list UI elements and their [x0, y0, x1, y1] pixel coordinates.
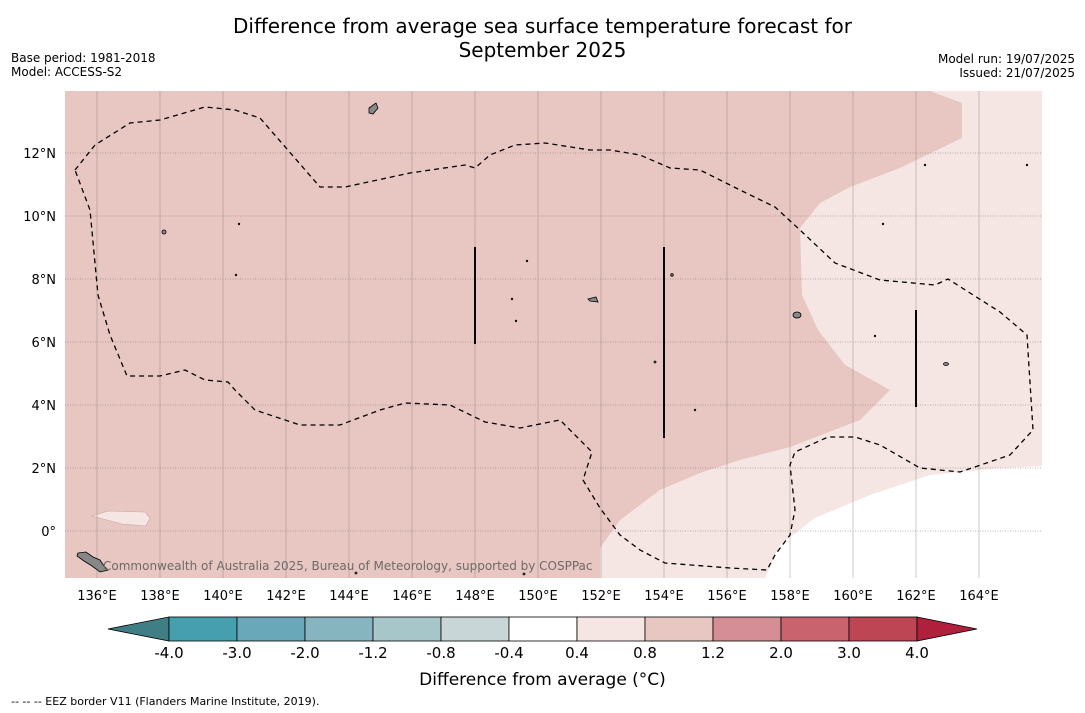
lon-label: 150°E: [518, 589, 558, 604]
islands: [76, 102, 1029, 576]
lon-label: 162°E: [896, 589, 936, 604]
base-period: Base period: 1981-2018: [11, 51, 156, 65]
title-line-1: Difference from average sea surface temp…: [232, 14, 852, 38]
title-line-2: September 2025: [458, 38, 627, 62]
colorbar-extend-high: [916, 616, 978, 642]
lon-label: 154°E: [644, 589, 684, 604]
colorbar-extend-low: [107, 616, 170, 642]
lon-label: 164°E: [959, 589, 999, 604]
anomaly-region-neutral: [765, 466, 1042, 578]
map-title: Difference from average sea surface temp…: [0, 14, 1085, 62]
lon-label: 142°E: [266, 589, 306, 604]
lon-label: 136°E: [77, 589, 117, 604]
colorbar-tick-label: -2.0: [290, 644, 319, 662]
lat-label: 2°N: [32, 462, 57, 477]
eez-line-segments: [474, 247, 917, 438]
colorbar-tick-label: 3.0: [837, 644, 861, 662]
colorbar-bin: [780, 616, 850, 642]
colorbar-tick-label: 2.0: [769, 644, 793, 662]
lon-label: 140°E: [203, 589, 243, 604]
lat-label: 8°N: [32, 273, 57, 288]
lon-label: 160°E: [833, 589, 873, 604]
latitude-labels: 12°N 10°N 8°N 6°N 4°N 2°N 0°: [23, 147, 56, 540]
colorbar-bin: [848, 616, 918, 642]
colorbar-label: Difference from average (°C): [419, 670, 666, 690]
colorbar-bin: [304, 616, 374, 642]
map-plot-area: [65, 91, 1042, 578]
colorbar-bin: [576, 616, 646, 642]
colorbar-tick-label: -0.4: [494, 644, 523, 662]
colorbar: [107, 616, 978, 642]
lat-label: 6°N: [32, 336, 57, 351]
lon-label: 138°E: [140, 589, 180, 604]
latitude-lines: [65, 152, 1042, 532]
lon-label: 144°E: [329, 589, 369, 604]
anomaly-patch-west: [90, 510, 151, 527]
colorbar-bin: [236, 616, 306, 642]
eez-footnote: -- -- -- EEZ border V11 (Flanders Marine…: [11, 695, 320, 708]
colorbar-bin: [372, 616, 442, 642]
lon-label: 158°E: [770, 589, 810, 604]
lon-label: 156°E: [707, 589, 747, 604]
issued-date: Issued: 21/07/2025: [959, 66, 1075, 80]
colorbar-bin: [168, 616, 238, 642]
colorbar-tick-label: 1.2: [701, 644, 725, 662]
lon-label: 152°E: [581, 589, 621, 604]
colorbar-tick-label: -1.2: [358, 644, 387, 662]
lon-label: 146°E: [392, 589, 432, 604]
colorbar-tick-label: 0.4: [565, 644, 589, 662]
lat-label: 12°N: [23, 147, 56, 162]
eez-borders: [74, 106, 1034, 571]
colorbar-tick-label: -3.0: [222, 644, 251, 662]
colorbar-tick-label: -0.8: [426, 644, 455, 662]
run-info: Model run: 19/07/2025 Issued: 21/07/2025: [938, 52, 1075, 80]
colorbar-tick-label: 0.8: [633, 644, 657, 662]
colorbar-tick-labels: -4.0 -3.0 -2.0 -1.2 -0.8 -0.4 0.4 0.8 1.2 2.0 3.0 4…: [154, 644, 929, 662]
attribution-text: Commonwealth of Australia 2025, Bureau o…: [103, 559, 593, 573]
lon-label: 148°E: [455, 589, 495, 604]
model-name: Model: ACCESS-S2: [11, 65, 123, 79]
longitude-labels: 136°E 138°E 140°E 142°E 144°E 146°E 148°…: [77, 589, 999, 604]
colorbar-bin: [440, 616, 510, 642]
lat-label: 0°: [41, 525, 56, 540]
colorbar-tick-label: 4.0: [905, 644, 929, 662]
colorbar-bin: [712, 616, 782, 642]
lat-label: 4°N: [32, 399, 57, 414]
colorbar-tick-label: -4.0: [154, 644, 183, 662]
lat-label: 10°N: [23, 210, 56, 225]
colorbar-bin: [508, 616, 578, 642]
model-run-date: Model run: 19/07/2025: [937, 52, 1075, 66]
anomaly-region-moderate: [600, 91, 1042, 578]
model-info: Base period: 1981-2018 Model: ACCESS-S2: [11, 51, 156, 79]
colorbar-bin: [644, 616, 714, 642]
